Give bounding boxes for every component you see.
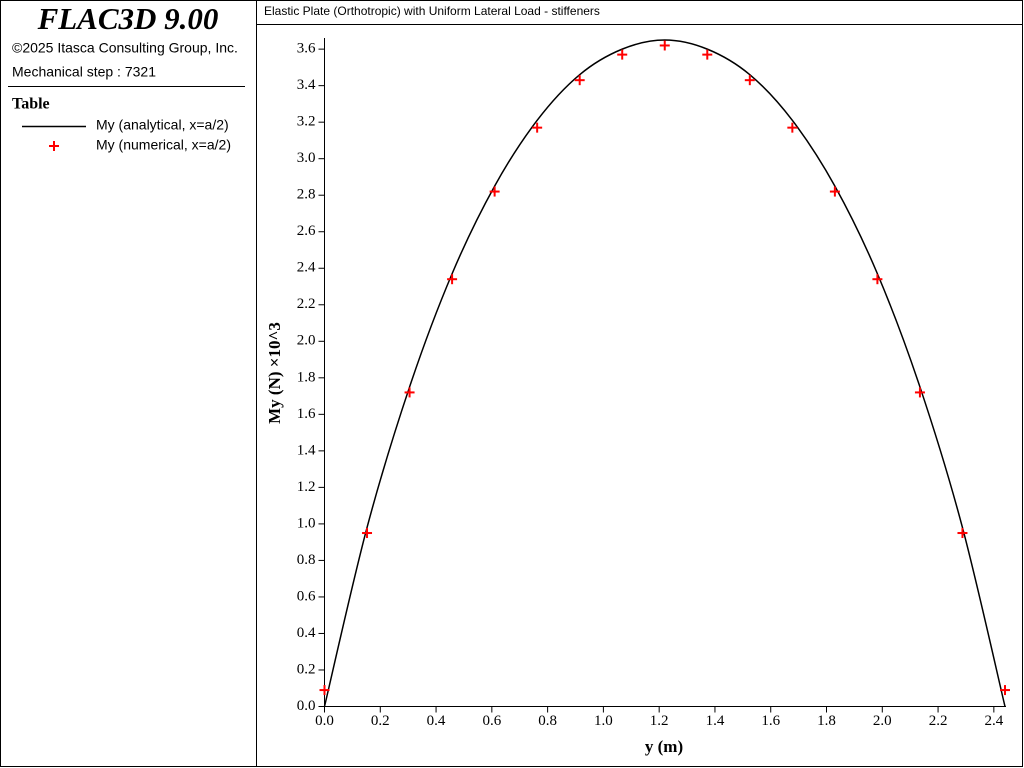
numerical-marker	[659, 40, 670, 51]
x-tick-label: 1.4	[706, 713, 725, 729]
x-tick-label: 0.2	[371, 713, 390, 729]
x-tick-label: 0.0	[315, 713, 334, 729]
y-tick-label: 3.4	[297, 77, 316, 93]
numerical-marker	[957, 528, 968, 539]
y-tick-label: 1.2	[297, 479, 316, 495]
numerical-marker	[404, 387, 415, 398]
x-axis-label: y (m)	[645, 737, 683, 756]
y-tick-label: 2.6	[297, 223, 316, 239]
x-tick-label: 1.8	[817, 713, 836, 729]
x-tick-label: 0.6	[482, 713, 501, 729]
numerical-marker	[702, 49, 713, 60]
x-tick-label: 1.6	[761, 713, 780, 729]
x-tick-label: 2.0	[873, 713, 892, 729]
numerical-marker	[319, 685, 330, 696]
numerical-marker	[617, 49, 628, 60]
y-tick-label: 0.0	[297, 698, 316, 714]
y-tick-label: 0.4	[297, 625, 316, 641]
numerical-marker	[1000, 685, 1010, 696]
y-tick-label: 2.8	[297, 187, 316, 203]
x-tick-label: 1.2	[650, 713, 669, 729]
y-tick-label: 2.4	[297, 260, 316, 276]
y-tick-label: 3.0	[297, 150, 316, 166]
y-tick-label: 1.4	[297, 442, 316, 458]
numerical-marker	[447, 274, 458, 285]
y-tick-label: 1.0	[297, 515, 316, 531]
x-tick-label: 1.0	[594, 713, 613, 729]
numerical-marker	[532, 122, 543, 133]
app-title: FLAC3D 9.00	[37, 1, 219, 36]
numerical-marker	[914, 387, 925, 398]
analytical-line	[323, 39, 1006, 707]
y-tick-label: 0.8	[297, 552, 316, 568]
numerical-marker	[829, 186, 840, 197]
y-tick-label: 3.2	[297, 114, 316, 130]
legend-title: Table	[12, 96, 50, 113]
legend-label: My (numerical, x=a/2)	[96, 137, 231, 153]
x-tick-label: 2.4	[984, 713, 1003, 729]
y-tick-label: 0.6	[297, 588, 316, 604]
step: Mechanical step : 7321	[12, 64, 156, 80]
numerical-marker	[787, 122, 798, 133]
y-axis-label: My (N) ×10^3	[265, 322, 284, 424]
y-tick-label: 2.0	[297, 333, 316, 349]
y-tick-label: 0.2	[297, 661, 316, 677]
x-tick-label: 0.8	[538, 713, 557, 729]
y-tick-label: 1.8	[297, 369, 316, 385]
y-tick-label: 1.6	[297, 406, 316, 422]
x-tick-label: 0.4	[427, 713, 446, 729]
numerical-marker	[489, 186, 500, 197]
chart-title: Elastic Plate (Orthotropic) with Uniform…	[264, 4, 600, 18]
legend-label: My (analytical, x=a/2)	[96, 117, 229, 133]
numerical-marker	[574, 75, 585, 86]
legend-marker	[49, 141, 59, 151]
copyright: ©2025 Itasca Consulting Group, Inc.	[12, 40, 238, 56]
numerical-marker	[744, 75, 755, 86]
numerical-marker	[872, 274, 883, 285]
y-tick-label: 2.2	[297, 296, 316, 312]
x-tick-label: 2.2	[929, 713, 948, 729]
y-tick-label: 3.6	[297, 41, 316, 57]
numerical-marker	[362, 528, 373, 539]
